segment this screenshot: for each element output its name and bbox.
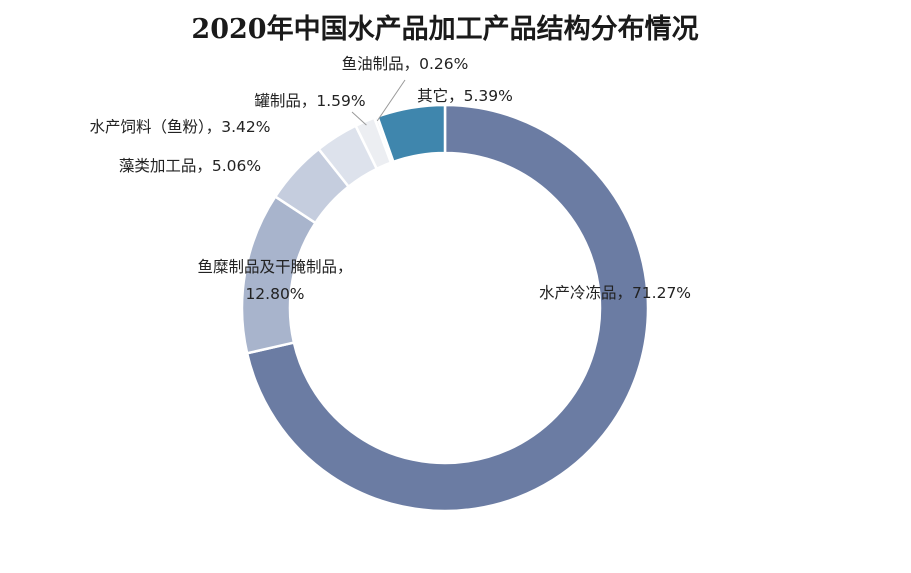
slice-7	[375, 103, 447, 164]
slice-label-6: 鱼油制品，0.26%	[342, 55, 469, 73]
leader-line-6	[376, 79, 406, 122]
slice-label-7: 其它，5.39%	[417, 87, 513, 105]
slice-label-3: 藻类加工品，5.06%	[119, 157, 261, 175]
leader-lines	[351, 79, 406, 126]
slice-label-4: 水产饲料（鱼粉），3.42%	[90, 118, 271, 136]
slice-label-name: 鱼糜制品及干腌制品，	[197, 258, 352, 276]
slice-label-5: 罐制品，1.59%	[254, 92, 365, 110]
donut-slices	[240, 103, 650, 513]
slice-label-value: 12.80%	[245, 285, 304, 303]
slice-1	[245, 103, 650, 513]
slice-label-1: 水产冷冻品，71.27%	[539, 284, 691, 302]
leader-line-5	[351, 111, 367, 126]
slice-label-2: 鱼糜制品及干腌制品， 12.80%	[197, 258, 352, 303]
chart-title: 2020年中国水产品加工产品结构分布情况	[191, 13, 698, 45]
slice-labels: 水产冷冻品，71.27% 鱼糜制品及干腌制品， 12.80% 藻类加工品，5.06% 水…	[90, 55, 692, 303]
